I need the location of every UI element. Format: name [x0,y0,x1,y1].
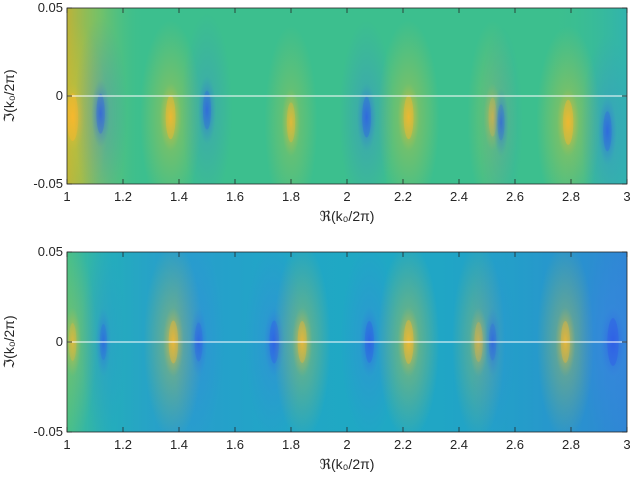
x-tick-label: 1.2 [114,189,132,204]
resonance-peak-core [286,102,296,143]
x-tick-label: 1.4 [170,437,188,452]
y-tick-label: -0.05 [33,424,63,439]
resonance-peak [264,25,318,184]
x-tick-label: 2.2 [394,437,412,452]
x-tick-label: 1.8 [282,437,300,452]
x-axis-label: ℜ(k₀/2π) [320,456,375,472]
y-axis-label: ℑ(k₀/2π) [1,69,17,122]
resonance-dip-core [362,96,371,138]
resonance-dip [479,25,523,184]
y-tick-label: 0 [56,334,63,349]
x-tick-label: 2.6 [506,437,524,452]
resonance-dip [74,16,127,184]
resonance-peak-core [563,99,574,145]
x-tick-label: 3 [623,437,630,452]
y-tick-label: -0.05 [33,176,63,191]
x-tick-label: 2.2 [394,189,412,204]
x-tick-label: 1 [63,189,70,204]
resonance-dip [581,34,627,184]
x-axis-label: ℜ(k₀/2π) [320,208,375,224]
x-tick-label: 3 [623,189,630,204]
y-axis-label: ℑ(k₀/2π) [1,315,17,368]
y-tick-label: 0 [56,88,63,103]
y-tick-label: 0.05 [38,244,63,259]
heatmap-panel-2: 1 1.2 1.4 1.6 1.8 2 2.2 2.4 2.6 2.8 3 -0.05 0 0.05 ℜ(k… [1,244,631,472]
resonance-peak-core [403,95,414,140]
y-tick-label: 0.05 [38,0,63,15]
x-tick-label: 1.6 [226,437,244,452]
x-tick-label: 2.6 [506,189,524,204]
resonance-peak [377,20,440,184]
x-tick-label: 1.6 [226,189,244,204]
resonance-dip [181,13,233,184]
x-tick-label: 1.8 [282,189,300,204]
x-tick-label: 2.4 [450,437,468,452]
resonance-dip-core [497,104,505,141]
x-tick-label: 2.4 [450,189,468,204]
x-tick-label: 1.4 [170,189,188,204]
x-tick-label: 1.2 [114,437,132,452]
resonance-dip-core [603,111,612,152]
heatmap-panel-1: 1 1.2 1.4 1.6 1.8 2 2.2 2.4 2.6 2.8 3 -0.05 0 0.05 ℜ(k… [1,0,631,224]
resonance-dip-core [96,93,105,134]
x-tick-label: 2 [343,437,350,452]
resonance-peak-core [165,95,176,140]
x-tick-label: 2.8 [562,437,580,452]
x-tick-label: 2.8 [562,189,580,204]
x-tick-label: 2 [343,189,350,204]
x-tick-label: 1 [63,437,70,452]
resonance-dip-core [202,90,212,130]
